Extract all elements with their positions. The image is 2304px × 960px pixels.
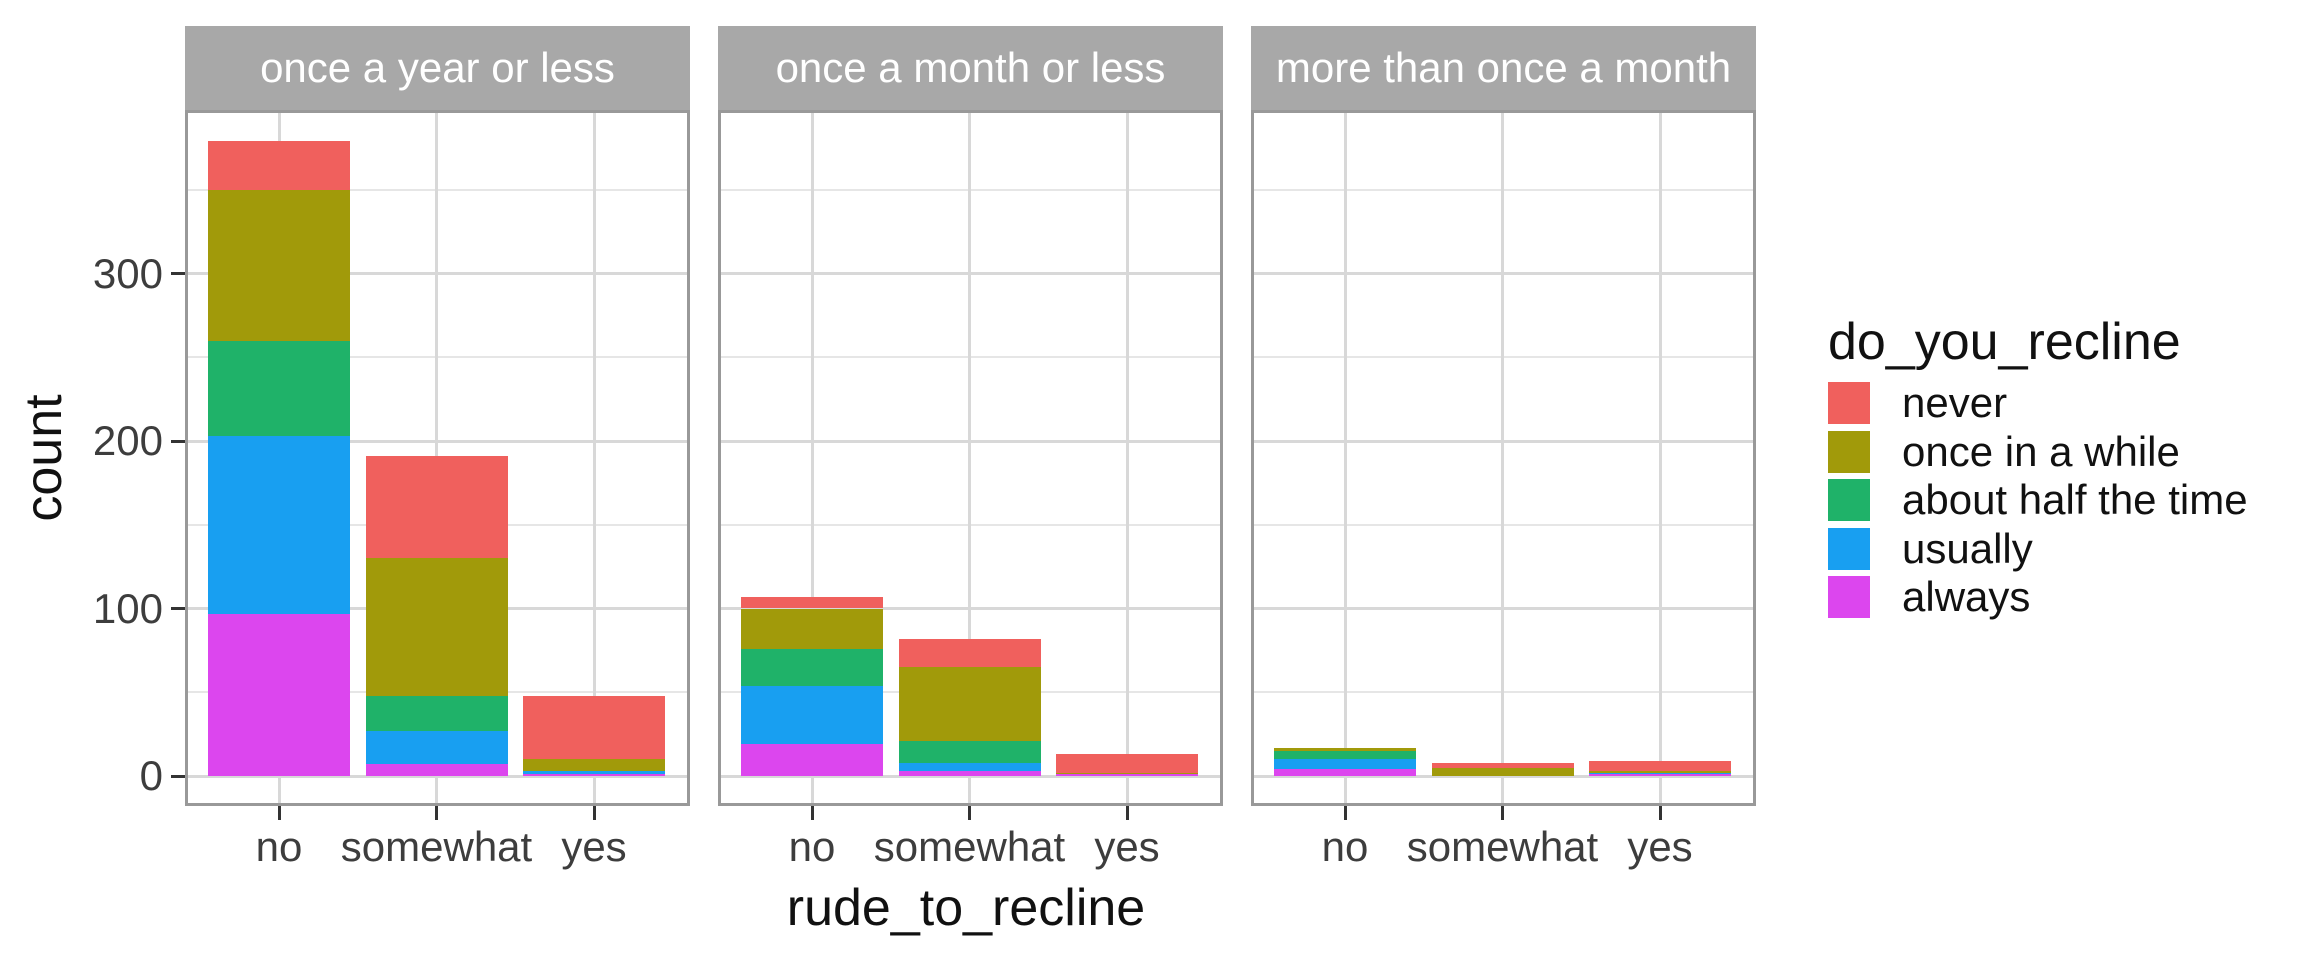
x-tick-mark — [968, 806, 971, 820]
bar-segment-once-in-a-while — [898, 667, 1041, 741]
bar-segment-always — [741, 744, 883, 776]
bar-segment-once-in-a-while — [523, 759, 665, 771]
gridline-vertical — [1658, 113, 1662, 803]
x-tick-mark — [435, 806, 438, 820]
bar-segment-once-in-a-while — [1056, 772, 1198, 775]
bar-segment-always — [1589, 774, 1731, 776]
legend-entry: once in a while — [1828, 427, 2180, 475]
facet-panel — [185, 110, 690, 806]
bar-segment-about-half-the-time — [1274, 750, 1416, 760]
x-tick-mark — [1501, 806, 1504, 820]
facet-strip: once a year or less — [185, 26, 690, 110]
bar-segment-usually — [1589, 772, 1731, 775]
facet-panel — [1251, 110, 1756, 806]
bar-segment-usually — [1274, 759, 1416, 770]
x-tick-label: somewhat — [340, 823, 533, 870]
legend-label: about half the time — [1902, 476, 2248, 523]
bar-segment-once-in-a-while — [208, 189, 350, 341]
bar-segment-never — [898, 638, 1041, 668]
legend-key-usually — [1828, 527, 1870, 570]
bar-segment-always — [898, 770, 1041, 776]
bar-segment-always — [523, 774, 665, 776]
legend-entry: usually — [1828, 524, 2033, 572]
bar-segment-once-in-a-while — [1431, 767, 1574, 776]
bar-segment-once-in-a-while — [1589, 770, 1731, 773]
bar-segment-never — [523, 695, 665, 760]
bar-segment-usually — [898, 762, 1041, 771]
x-axis-title: rude_to_recline — [786, 879, 1146, 937]
y-tick-label: 200 — [92, 417, 163, 464]
gridline-vertical — [968, 113, 971, 803]
facet-strip-label: once a year or less — [260, 44, 615, 91]
legend: do_you_recline never once in a while about… — [1828, 312, 2298, 642]
bar-segment-always — [1056, 774, 1198, 776]
bar-segment-about-half-the-time — [741, 648, 883, 686]
bar-segment-about-half-the-time — [365, 695, 508, 731]
legend-key-always — [1828, 576, 1870, 618]
bar-segment-never — [741, 596, 883, 609]
legend-key-about-half-the-time — [1828, 479, 1870, 521]
bar-segment-never — [208, 141, 350, 190]
gridline-vertical — [1501, 113, 1504, 803]
bar-segment-once-in-a-while — [1274, 747, 1416, 751]
bar-segment-usually — [365, 730, 508, 765]
y-tick-label: 0 — [139, 752, 163, 799]
x-tick-label: yes — [561, 823, 627, 870]
legend-title: do_you_recline — [1828, 313, 2181, 371]
x-tick-label: no — [255, 823, 303, 870]
facet-panel — [718, 110, 1223, 806]
x-tick-label: no — [1321, 823, 1369, 870]
bar-segment-always — [208, 613, 350, 776]
legend-label: usually — [1902, 524, 2033, 572]
gridline-vertical — [1343, 113, 1347, 803]
bar-segment-once-in-a-while — [365, 558, 508, 696]
x-tick-mark — [1125, 806, 1129, 820]
x-tick-mark — [1343, 806, 1347, 820]
y-tick-label: 300 — [92, 249, 163, 297]
legend-key-once-in-a-while — [1828, 430, 1870, 473]
facet-strip: once a month or less — [718, 26, 1223, 110]
bar-segment-never — [1056, 754, 1198, 773]
legend-entry: never — [1828, 382, 2007, 424]
bar-segment-once-in-a-while — [741, 608, 883, 649]
facet-strip-label: more than once a month — [1275, 44, 1732, 91]
gridline-vertical — [1125, 113, 1129, 803]
bar-segment-always — [365, 764, 508, 776]
x-tick-mark — [810, 806, 814, 820]
x-tick-mark — [277, 806, 281, 820]
bar-segment-never — [365, 456, 508, 559]
x-tick-mark — [1658, 806, 1662, 820]
legend-key-never — [1828, 382, 1870, 424]
y-tick-mark — [171, 439, 185, 443]
legend-entry: about half the time — [1828, 479, 2248, 521]
x-tick-label: yes — [1094, 823, 1160, 870]
bar-segment-about-half-the-time — [898, 740, 1041, 763]
bar-segment-never — [1589, 760, 1731, 771]
legend-label: always — [1902, 573, 2031, 620]
bar-segment-usually — [741, 685, 883, 745]
legend-label: never — [1902, 379, 2008, 426]
x-tick-label: yes — [1627, 823, 1693, 870]
x-tick-label: somewhat — [873, 823, 1066, 870]
y-tick-mark — [171, 607, 185, 610]
bar-segment-usually — [523, 770, 665, 775]
bar-segment-always — [1274, 769, 1416, 776]
y-tick-label: 100 — [92, 584, 163, 632]
bar-segment-never — [1431, 762, 1574, 768]
legend-entry: always — [1828, 576, 2030, 618]
facet-strip: more than once a month — [1251, 26, 1756, 110]
x-tick-mark — [592, 806, 596, 820]
gridline-vertical — [592, 113, 596, 803]
y-tick-mark — [171, 774, 185, 778]
x-tick-label: no — [788, 823, 836, 870]
bar-segment-usually — [208, 435, 350, 614]
facet-strip-label: once a month or less — [775, 44, 1166, 91]
bar-segment-about-half-the-time — [208, 340, 350, 436]
legend-label: once in a while — [1902, 427, 2180, 475]
x-tick-label: somewhat — [1406, 823, 1599, 870]
y-tick-mark — [171, 272, 185, 275]
gridline-vertical — [810, 113, 814, 803]
